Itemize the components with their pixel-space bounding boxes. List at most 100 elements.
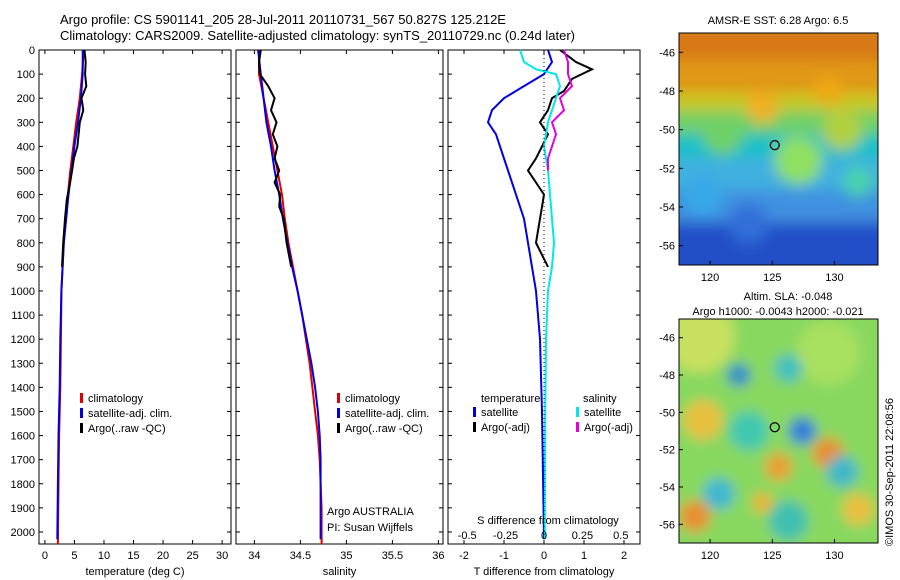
- series-line: [258, 50, 323, 544]
- map-y-tick-label: -52: [659, 163, 675, 175]
- sla-patch: [679, 500, 711, 533]
- y-tick-label: 1700: [11, 455, 35, 467]
- x-tick-label: -1: [499, 550, 509, 562]
- map-y-tick-label: -56: [659, 519, 675, 531]
- x-tick-label: 0: [42, 550, 48, 562]
- map-field: [679, 319, 878, 543]
- x-tick-label: 36: [432, 550, 444, 562]
- secondary-tick-label: 0.5: [613, 530, 628, 542]
- map-y-tick-label: -54: [659, 202, 675, 214]
- legend-swatch: [337, 393, 340, 403]
- map-x-tick-label: 125: [763, 272, 781, 284]
- x-axis-label: T difference from climatology: [474, 566, 615, 578]
- secondary-axis-label: S difference from climatology: [477, 515, 619, 527]
- x-tick-label: 15: [127, 550, 139, 562]
- sla-patch: [702, 477, 735, 510]
- legend-label: Argo(..raw -QC): [345, 423, 423, 435]
- y-tick-label: 700: [17, 214, 35, 226]
- sla-patch: [774, 354, 803, 383]
- x-tick-label: 35: [340, 550, 352, 562]
- legend-label: satellite-adj. clim.: [88, 408, 172, 420]
- sla-patch: [764, 452, 793, 481]
- y-tick-label: 1300: [11, 358, 35, 370]
- map-x-tick-label: 120: [701, 550, 719, 562]
- map-y-tick-label: -56: [659, 241, 675, 253]
- map-y-tick-label: -50: [659, 407, 675, 419]
- sla-patch: [752, 492, 773, 513]
- legend-swatch: [80, 393, 83, 403]
- series-line: [257, 49, 322, 540]
- x-tick-label: 0: [541, 550, 547, 562]
- y-tick-label: 500: [17, 165, 35, 177]
- secondary-tick-label: -0.25: [493, 530, 518, 542]
- x-axis-label: salinity: [323, 566, 357, 578]
- sst-patch: [822, 110, 863, 151]
- sla-patch: [679, 319, 735, 373]
- series-line: [61, 49, 88, 267]
- map-title: AMSR-E SST: 6.28 Argo: 6.5: [708, 15, 849, 27]
- chart-subtitle: Climatology: CARS2009. Satellite-adjuste…: [60, 28, 575, 43]
- legend-label: satellite: [584, 407, 621, 419]
- legend-swatch: [576, 407, 579, 417]
- panel-temperature: 0 5 10 15 20 25 300100200300400500600700800900…: [11, 45, 232, 578]
- map-blur-group: [679, 33, 878, 265]
- sst-patch: [774, 136, 823, 185]
- x-axis-label: temperature (deg C): [85, 566, 184, 578]
- map-blur-group: [679, 319, 878, 543]
- series-line: [526, 49, 595, 268]
- map-frame: [678, 32, 879, 266]
- x-tick-label: 35.5: [382, 550, 403, 562]
- legend-label: satellite: [481, 407, 518, 419]
- sst-patch: [814, 77, 843, 105]
- map-x-tick-label: 130: [825, 272, 843, 284]
- sla-patch: [826, 455, 859, 488]
- sla-patch: [728, 411, 769, 451]
- sla-patch: [768, 500, 809, 541]
- map-x-tick-label: 130: [825, 550, 843, 562]
- sla-patch: [796, 320, 861, 385]
- legend-label: climatology: [88, 393, 144, 405]
- chart-title: Argo profile: CS 5901141_205 28-Jul-2011…: [60, 12, 506, 27]
- x-tick-label: 5: [71, 550, 77, 562]
- legend-swatch: [473, 422, 476, 432]
- y-tick-label: 2000: [11, 527, 35, 539]
- annotation-text: PI: Susan Wijffels: [327, 522, 413, 534]
- map-frame: [678, 318, 879, 544]
- legend-label: climatology: [345, 393, 401, 405]
- x-tick-label: 10: [98, 550, 110, 562]
- secondary-tick-label: -0.5: [458, 530, 477, 542]
- panel-salinity: 34 34.5 35 35.5 36 salinity climatology satelli…: [235, 49, 445, 578]
- y-tick-label: 1100: [11, 310, 35, 322]
- y-tick-label: 900: [17, 262, 35, 274]
- argo-position-marker: [769, 422, 780, 433]
- map-y-tick-label: -48: [659, 370, 675, 382]
- x-tick-label: 34.5: [290, 550, 311, 562]
- x-tick-label: 2: [621, 550, 627, 562]
- map-x-tick-label: 120: [701, 272, 719, 284]
- y-tick-label: 1600: [11, 431, 35, 443]
- y-tick-label: 0: [29, 45, 35, 57]
- x-tick-label: 1: [581, 550, 587, 562]
- sst-patch: [702, 115, 743, 155]
- sst-patch: [842, 165, 875, 198]
- sst-patch: [728, 203, 769, 244]
- map-y-tick-label: -48: [659, 86, 675, 98]
- y-tick-label: 100: [17, 69, 35, 81]
- legend-title: salinity: [583, 393, 617, 405]
- map-sla_map: 120 125 130 -46 -48 -50 -52 -54 -56: [659, 318, 879, 562]
- legend-swatch: [337, 408, 340, 418]
- legend-label: Argo(-adj): [481, 422, 530, 434]
- y-tick-label: 1000: [11, 286, 35, 298]
- y-tick-label: 1900: [11, 503, 35, 515]
- map-x-tick-label: 125: [763, 550, 781, 562]
- secondary-tick-label: 0: [541, 530, 547, 542]
- map-y-tick-label: -46: [659, 333, 675, 345]
- argo-position-marker: [769, 140, 780, 151]
- sla-patch: [788, 417, 817, 445]
- timestamp-stamp: ©IMOS 30-Sep-2011 22:08:56: [884, 398, 896, 546]
- y-tick-label: 300: [17, 117, 35, 129]
- map-y-tick-label: -52: [659, 445, 675, 457]
- sla-patch: [726, 363, 751, 387]
- y-tick-label: 600: [17, 190, 35, 202]
